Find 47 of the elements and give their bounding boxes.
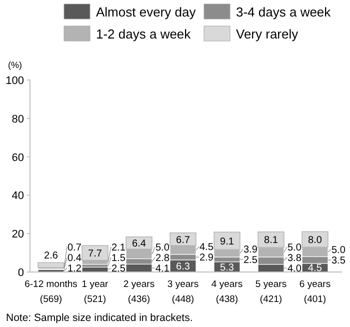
data-label: 2.1 bbox=[112, 242, 126, 254]
data-label: 7.7 bbox=[88, 248, 102, 260]
data-label: 6.7 bbox=[176, 234, 190, 246]
data-label: 5.0 bbox=[288, 242, 302, 254]
data-label: 2.5 bbox=[112, 264, 126, 274]
data-label: 4.5 bbox=[200, 242, 214, 254]
data-label: 3.5 bbox=[332, 256, 346, 266]
data-label: 3.8 bbox=[288, 253, 302, 264]
x-tick-label: 4 years (438) bbox=[211, 279, 243, 305]
y-tick-label: 40 bbox=[12, 190, 24, 202]
x-tick-label: 2 years (436) bbox=[123, 279, 155, 305]
legend-label: 1-2 days a week bbox=[96, 26, 192, 42]
text: Note: Sample size indicated in brackets. bbox=[6, 312, 193, 324]
data-label: 6.4 bbox=[132, 238, 146, 250]
data-label: 0.7 bbox=[68, 242, 82, 254]
y-tick-label: 20 bbox=[12, 228, 24, 241]
data-label: 8.0 bbox=[308, 234, 322, 246]
data-label: 2.6 bbox=[44, 250, 58, 262]
y-tick-label: 80 bbox=[12, 113, 24, 126]
data-label: 2.8 bbox=[156, 253, 170, 264]
x-tick-label: 5 years (421) bbox=[255, 279, 287, 305]
data-label: 5.0 bbox=[156, 242, 170, 254]
x-tick-label: 3 years (448) bbox=[167, 279, 199, 305]
data-label: 0.4 bbox=[68, 253, 82, 264]
legend-label: 3-4 days a week bbox=[236, 4, 332, 20]
data-label: 1.2 bbox=[68, 264, 82, 274]
data-label: 5.3 bbox=[220, 262, 234, 274]
y-tick-label: 0 bbox=[18, 267, 24, 279]
data-label: 2.5 bbox=[244, 254, 258, 266]
data-label: 5.0 bbox=[332, 245, 346, 256]
legend-label: Very rarely bbox=[236, 26, 299, 42]
data-label: 4.0 bbox=[288, 264, 302, 274]
y-axis-title: (%) bbox=[8, 60, 22, 70]
x-tick-label: 6 years (401) bbox=[299, 279, 331, 305]
data-label: 8.1 bbox=[264, 235, 278, 246]
legend-label: Almost every day bbox=[96, 4, 196, 20]
data-label: 6.3 bbox=[176, 261, 190, 272]
data-label: 2.9 bbox=[200, 252, 214, 264]
data-label: 4.1 bbox=[156, 264, 170, 274]
x-tick-label: 1 year (521) bbox=[82, 279, 108, 305]
x-tick-label: 6-12 months (569) bbox=[24, 279, 78, 305]
data-label: 3.9 bbox=[244, 244, 258, 256]
y-tick-label: 60 bbox=[12, 152, 24, 164]
data-label: 1.5 bbox=[112, 253, 126, 264]
data-label: 4.5 bbox=[308, 263, 322, 274]
y-tick-label: 100 bbox=[6, 75, 24, 87]
data-label: 9.1 bbox=[220, 236, 234, 248]
